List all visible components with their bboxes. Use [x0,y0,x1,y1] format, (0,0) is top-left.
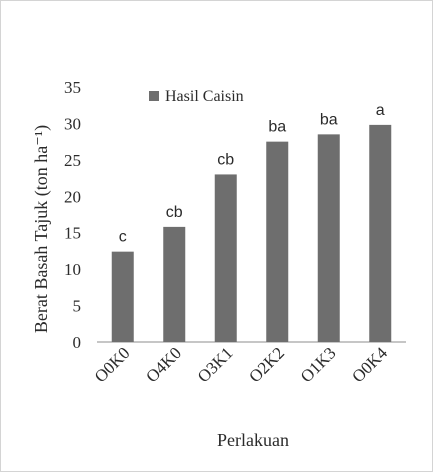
bar [317,134,340,342]
bar-data-label: ba [320,111,338,128]
bar-data-label: c [119,229,127,246]
legend-label: Hasil Caisin [165,88,244,105]
y-tick-label: 5 [73,297,82,316]
y-tick-label: 20 [64,187,81,206]
bar [111,251,134,342]
x-tick-label: O3K1 [194,343,237,386]
x-tick-label: O1K3 [297,343,340,386]
bar-data-label: cb [166,204,183,221]
y-tick-label: 10 [64,260,81,279]
x-tick-label: O2K2 [245,343,288,386]
legend-swatch [149,91,159,101]
x-tick-label: O4K0 [142,343,185,386]
y-axis-ticks: 0 5 10 15 20 25 30 35 [64,78,81,352]
bar-labels: c cb cb ba ba a [119,102,385,246]
bar-data-label: cb [217,151,234,168]
bars [111,124,392,342]
bar [266,141,289,342]
x-axis-label: Perlakuan [217,430,289,450]
y-tick-label: 30 [64,114,81,133]
y-tick-label: 25 [64,151,81,170]
y-axis-label: Berat Basah Tajuk (ton ha⁻¹) [31,125,52,333]
x-tick-label: O0K4 [348,343,391,386]
y-tick-label: 35 [64,78,81,97]
x-axis-ticks: O0K0 O4K0 O3K1 O2K2 O1K3 O0K4 [91,343,392,386]
legend: Hasil Caisin [149,88,244,105]
bar [369,124,392,342]
bar [163,226,186,342]
y-tick-label: 0 [73,333,82,352]
x-tick-label: O0K0 [91,343,134,386]
bar-data-label: ba [268,119,286,136]
bar [214,174,237,342]
bar-data-label: a [376,102,385,119]
y-tick-label: 15 [64,224,81,243]
